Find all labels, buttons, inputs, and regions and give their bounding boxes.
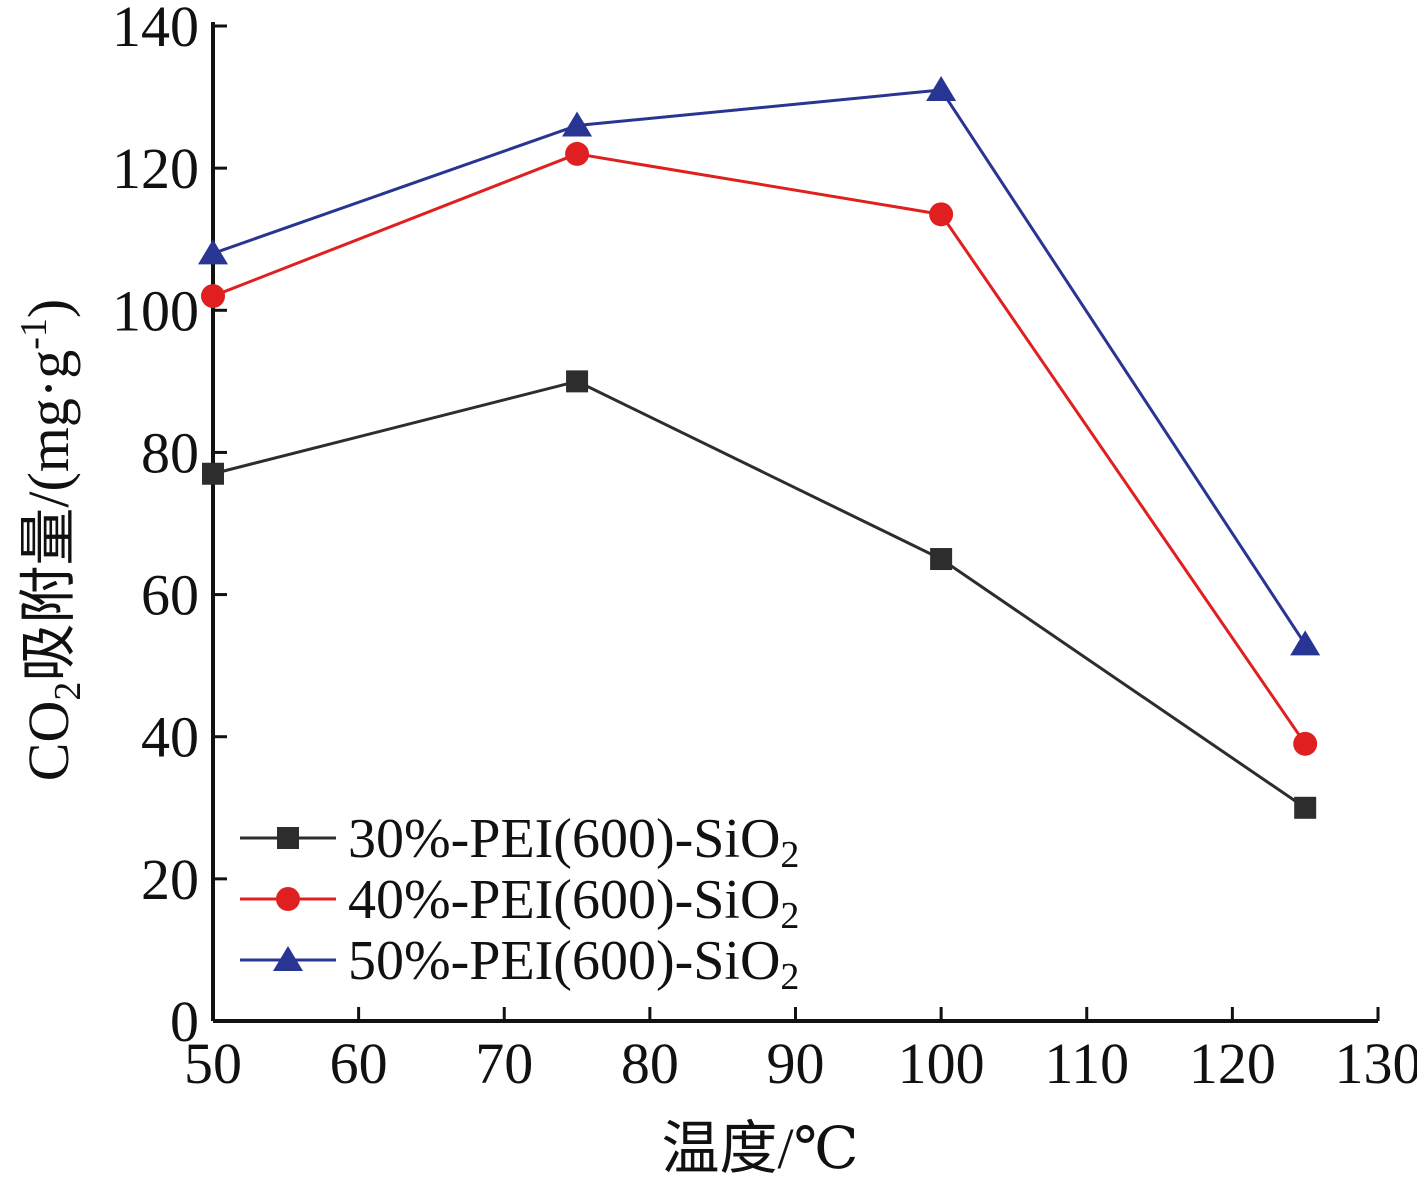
series-line [212,88,1307,646]
data-point-circle [1293,731,1318,756]
x-axis-title: 温度/℃ [662,1116,859,1181]
legend-item: 30%-PEI(600)-SiO2 [240,808,799,876]
legend-marker-circle [276,887,300,911]
y-axis-title: CO2吸附量/(mg·g-1) [13,299,89,781]
data-point-circle [201,284,225,309]
legend-label-main: 30%-PEI(600)-SiO [348,808,780,870]
legend-item: 40%-PEI(600)-SiO2 [240,869,799,937]
x-tick-label: 60 [330,1031,388,1096]
data-point-triangle [562,111,593,137]
x-tick-label: 110 [1044,1031,1129,1096]
x-tick-label: 100 [898,1031,985,1096]
legend-label: 40%-PEI(600)-SiO2 [348,869,799,937]
y-tick-label: 60 [141,563,199,628]
data-point-square [566,370,589,393]
legend-marker-square [277,827,299,849]
x-tick-label: 70 [475,1031,533,1096]
data-point-square [1294,796,1317,819]
legend-item: 50%-PEI(600)-SiO2 [240,930,799,998]
data-point-square [202,462,224,485]
axes: 0 20 40 60 80 100 120 140 50 60 70 80 90 100 110 120 130 [112,0,1417,1096]
legend-label-sub: 2 [780,895,799,937]
legend-label-main: 40%-PEI(600)-SiO [348,869,780,931]
x-tick-label: 130 [1335,1031,1417,1096]
series-layer [198,75,1321,819]
legend: 30%-PEI(600)-SiO240%-PEI(600)-SiO250%-PE… [240,808,799,998]
y-tick-label: 120 [112,136,199,201]
y-axis-title-prefix: CO [16,701,81,782]
y-tick-label: 40 [141,705,199,770]
x-tick-label: 90 [767,1031,825,1096]
series-circle [201,141,1318,756]
series-line [212,379,1307,810]
x-tick-label: 50 [184,1031,242,1096]
x-tick-label: 120 [1189,1031,1276,1096]
x-tick-label: 80 [621,1031,679,1096]
y-axis-title-suffix: ) [16,299,81,318]
data-point-triangle [198,239,228,265]
y-tick-label: 80 [141,420,199,485]
legend-label: 30%-PEI(600)-SiO2 [348,808,799,876]
legend-label: 50%-PEI(600)-SiO2 [348,930,799,998]
series-square [202,370,1317,819]
legend-label-sub: 2 [780,834,799,876]
y-tick-label: 20 [141,847,199,912]
data-point-triangle [926,75,957,101]
legend-label-main: 50%-PEI(600)-SiO [348,930,780,992]
data-point-circle [929,202,954,227]
data-point-circle [565,141,590,166]
y-axis-title-main: 吸附量/(mg·g [16,350,81,682]
data-point-square [930,548,953,571]
y-axis-title-sup: -1 [13,318,55,350]
series-line [212,152,1307,745]
data-point-triangle [1290,630,1321,656]
y-tick-label: 140 [112,0,199,59]
legend-marker-triangle [273,946,303,971]
y-tick-label: 100 [112,278,199,343]
y-axis-title-sub: 2 [47,682,89,701]
y-tick-label: 0 [170,989,199,1054]
legend-label-sub: 2 [780,956,799,998]
series-triangle [198,75,1321,656]
